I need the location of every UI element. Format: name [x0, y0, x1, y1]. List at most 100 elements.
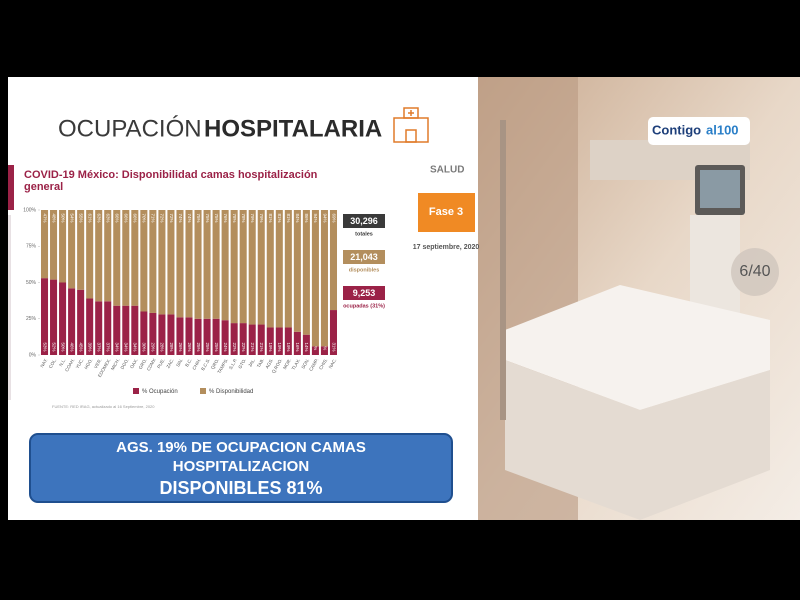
bar-segment	[131, 305, 139, 355]
value-label: 78%	[232, 213, 237, 222]
chart: 0% 25% 50% 75% 100% 53% 47% NAY. 52% 48% COL. 50% 50…	[23, 207, 337, 395]
bar-segment	[284, 327, 292, 355]
photo	[478, 77, 800, 520]
stat-label: disponibles	[349, 267, 380, 273]
x-tick-label: HGO.	[83, 358, 93, 370]
y-tick-label: 75%	[26, 244, 37, 250]
bar-segment	[68, 210, 76, 289]
x-tick-label: GRO.	[138, 358, 148, 370]
value-label: 19%	[286, 342, 291, 351]
x-tick-label: COL.	[48, 358, 58, 370]
value-label: 25%	[214, 342, 219, 351]
x-tick-label: S.L.P.	[228, 358, 238, 371]
bar-segment	[59, 282, 67, 355]
x-tick-label: PUE.	[156, 358, 166, 370]
phase-box	[418, 193, 475, 232]
bar-segment	[329, 310, 338, 355]
bar-segment	[158, 314, 166, 355]
bar-segment	[302, 210, 310, 335]
value-label: 81%	[277, 213, 282, 222]
bar-segment	[50, 279, 58, 355]
value-label: 25%	[196, 342, 201, 351]
page-number: 6/40	[739, 263, 770, 280]
value-label: 74%	[187, 213, 192, 222]
bar-segment	[248, 210, 256, 325]
bar-segment	[95, 301, 103, 355]
x-tick-label: MICH.	[110, 358, 121, 372]
value-label: 61%	[87, 213, 92, 222]
bar-segment	[257, 210, 265, 325]
bar-segment	[185, 317, 193, 355]
page-indicator	[731, 248, 779, 296]
value-label: 70%	[142, 213, 147, 222]
bar-segment	[95, 210, 103, 302]
value-label: 28%	[169, 342, 174, 351]
bar-segment	[221, 320, 229, 355]
bar-segment	[149, 312, 157, 355]
x-tick-label: GTO.	[237, 358, 247, 370]
stats: 30,296 totales 21,043 disponibles 9,253 ocupa…	[343, 214, 385, 309]
banner-line: AGS. 19% DE OCUPACION CAMAS	[116, 439, 366, 456]
x-tick-label: NAY.	[39, 358, 48, 369]
value-label: 26%	[187, 342, 192, 351]
stat-value: 30,296	[350, 216, 378, 226]
banner	[29, 433, 453, 503]
chart-title: COVID-19 México: Disponibilidad camas ho…	[24, 169, 318, 193]
bar-segment	[86, 298, 94, 355]
value-label: 69%	[331, 213, 336, 222]
bar-segment	[113, 305, 121, 355]
bar-segment	[266, 327, 274, 355]
legend-label: % Ocupación	[142, 389, 178, 395]
x-tick-label: VER.	[93, 358, 103, 370]
value-label: 37%	[106, 342, 111, 351]
x-tick-label: SIN.	[175, 358, 184, 368]
bar-segment	[311, 210, 319, 347]
bar-segment	[293, 210, 301, 332]
brand-logo: Contigo al100	[648, 117, 750, 145]
bar-segment	[194, 318, 202, 355]
value-label: 22%	[241, 342, 246, 351]
bar-segment	[275, 210, 283, 328]
bar-segment	[131, 210, 139, 306]
bar-segment	[212, 210, 220, 319]
value-label: 54%	[69, 213, 74, 222]
accent-bar	[8, 165, 14, 210]
value-label: 78%	[241, 213, 246, 222]
legend-label: % Disponibilidad	[209, 389, 253, 395]
x-tick-label: ZAC.	[165, 358, 174, 369]
value-label: 72%	[160, 213, 165, 222]
bar-segment	[275, 327, 283, 355]
value-label: 74%	[178, 213, 183, 222]
x-tick-label: JAL.	[247, 358, 256, 368]
bar-segment	[68, 288, 76, 355]
y-tick-label: 100%	[23, 207, 36, 213]
bar-segment	[104, 210, 112, 302]
bar-segment	[230, 210, 238, 324]
bar-segment	[320, 346, 328, 355]
stat-value: 9,253	[353, 288, 376, 298]
x-tick-label: AGS.	[264, 358, 274, 370]
value-label: 21%	[250, 342, 255, 351]
value-label: 21%	[259, 342, 264, 351]
bar-segment	[77, 289, 85, 355]
value-label: 6%	[322, 344, 327, 351]
bar-segment	[122, 210, 130, 306]
x-tick-label: DGO.	[120, 358, 130, 370]
value-label: 53%	[42, 342, 47, 351]
bar-segment	[311, 346, 319, 355]
brand-tail: al100	[706, 122, 739, 137]
bar-segment	[239, 323, 247, 355]
value-label: 45%	[78, 342, 83, 351]
x-tick-label: CAMP.	[308, 358, 319, 372]
legend-swatch	[200, 388, 206, 394]
value-label: 55%	[78, 213, 83, 222]
bar-segment	[59, 210, 67, 283]
bar-segment	[167, 210, 175, 315]
x-tick-label: CDMX	[146, 358, 157, 372]
value-label: 34%	[133, 342, 138, 351]
date: 17 septiembre, 2020	[413, 244, 480, 251]
x-tick-label: SON.	[300, 358, 310, 370]
value-label: 71%	[151, 213, 156, 222]
